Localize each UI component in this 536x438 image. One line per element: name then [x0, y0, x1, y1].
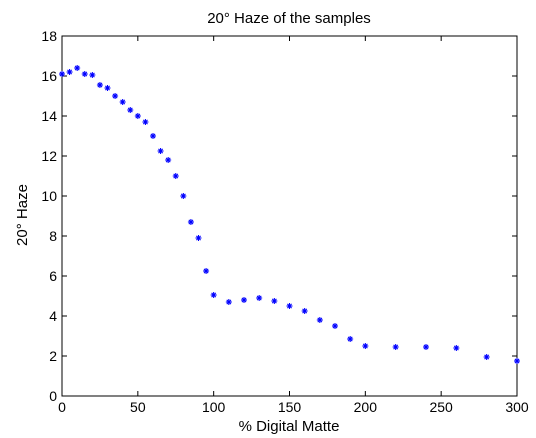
data-point: [241, 297, 247, 303]
data-point: [180, 193, 187, 199]
y-axis-title: 20° Haze: [14, 184, 31, 246]
data-point: [172, 173, 179, 179]
y-tick-label: 8: [49, 228, 57, 244]
data-point: [127, 107, 134, 113]
y-axis: 0 2 4 6 8 10 12 14 16 18: [41, 28, 517, 404]
data-point: [286, 303, 293, 309]
data-point: [157, 148, 164, 154]
x-tick-label: 200: [354, 399, 378, 415]
x-tick-label: 150: [278, 399, 302, 415]
y-tick-label: 2: [49, 348, 57, 364]
y-tick-label: 18: [41, 28, 57, 44]
data-point: [225, 299, 232, 305]
data-point: [165, 157, 172, 163]
y-tick-label: 12: [41, 148, 57, 164]
data-point: [66, 69, 73, 75]
plot-frame: [61, 35, 518, 397]
data-point: [301, 308, 308, 314]
data-point: [195, 235, 202, 241]
data-point: [74, 65, 81, 71]
data-point: [347, 336, 354, 342]
chart-title: 20° Haze of the samples: [207, 10, 371, 27]
data-point: [210, 292, 217, 298]
data-point: [142, 119, 149, 125]
data-point: [112, 93, 119, 99]
y-tick-label: 16: [41, 68, 57, 84]
data-point: [256, 295, 263, 301]
y-tick-label: 14: [41, 108, 57, 124]
x-axis-title: % Digital Matte: [239, 418, 340, 435]
data-point: [187, 219, 194, 225]
data-point: [203, 268, 210, 274]
data-point: [81, 71, 88, 77]
y-tick-label: 6: [49, 268, 57, 284]
x-tick-label: 250: [429, 399, 453, 415]
data-point: [134, 113, 141, 119]
data-point: [271, 298, 278, 304]
x-tick-label: 100: [202, 399, 226, 415]
data-point: [483, 354, 490, 360]
x-tick-label: 300: [505, 399, 529, 415]
y-tick-label: 0: [49, 388, 57, 404]
data-point: [150, 133, 156, 139]
data-point: [514, 358, 520, 364]
data-point: [89, 72, 96, 78]
data-point: [332, 323, 338, 329]
data-point: [362, 343, 369, 349]
x-tick-label: 0: [58, 399, 66, 415]
data-point: [316, 317, 323, 323]
x-axis: 0 50 100 150 200 250 300: [58, 36, 529, 415]
y-tick-label: 10: [41, 188, 57, 204]
x-tick-label: 50: [130, 399, 146, 415]
data-point: [423, 344, 429, 350]
data-point: [104, 85, 111, 91]
data-series: [59, 65, 520, 364]
data-point: [453, 345, 460, 351]
data-point: [119, 99, 126, 105]
data-point: [59, 71, 65, 77]
data-point: [392, 344, 399, 350]
data-point: [96, 82, 103, 88]
y-tick-label: 4: [49, 308, 57, 324]
